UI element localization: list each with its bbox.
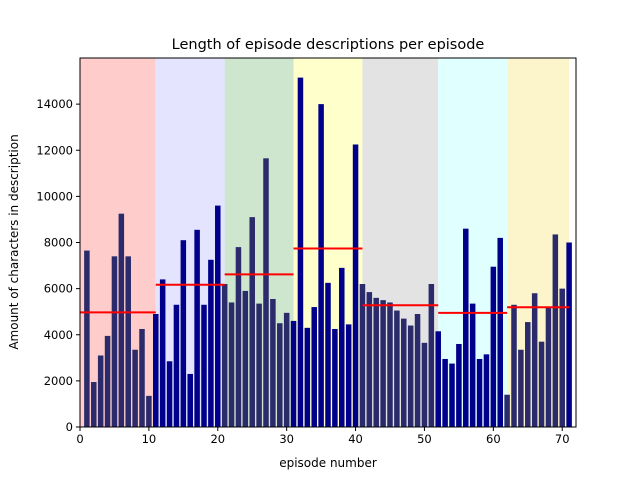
- bar: [352, 144, 359, 427]
- bar: [249, 217, 255, 427]
- bar: [146, 395, 152, 427]
- bar: [311, 307, 317, 427]
- bar: [339, 267, 345, 427]
- bar: [194, 229, 200, 427]
- bar: [84, 250, 90, 427]
- bar: [111, 256, 118, 427]
- bar: [97, 355, 104, 427]
- y-tick-label: 12000: [36, 143, 73, 157]
- bar: [504, 394, 510, 427]
- bar: [387, 302, 393, 427]
- y-tick-label: 8000: [44, 236, 73, 250]
- bar: [208, 259, 214, 427]
- y-tick-label: 10000: [36, 189, 73, 203]
- bar: [463, 228, 469, 427]
- bar: [559, 288, 565, 427]
- x-tick-label: 60: [486, 432, 501, 446]
- bar: [545, 307, 552, 427]
- bar: [483, 354, 490, 427]
- bar: [283, 312, 290, 427]
- bar: [552, 234, 559, 427]
- bar: [159, 279, 166, 427]
- bar: [242, 290, 249, 427]
- y-axis-ticks: 0 2000 4000 6000 8000 10000 12000 14000: [36, 97, 80, 434]
- x-tick-label: 50: [417, 432, 432, 446]
- bar: [270, 299, 276, 427]
- bar: [201, 304, 207, 427]
- bar: [566, 242, 572, 427]
- bar: [538, 341, 545, 427]
- x-tick-label: 0: [76, 432, 83, 446]
- bar: [139, 328, 145, 427]
- y-tick-label: 0: [66, 420, 73, 434]
- bar: [180, 240, 187, 427]
- bar: [518, 349, 524, 427]
- bar: [490, 266, 497, 427]
- y-tick-label: 6000: [44, 282, 73, 296]
- y-axis-label: Amount of characters in description: [7, 134, 21, 349]
- bar: [125, 256, 131, 427]
- bar: [256, 303, 262, 427]
- segment-band: [507, 58, 570, 427]
- bar: [435, 331, 441, 427]
- bar: [132, 349, 138, 427]
- bar: [414, 313, 421, 427]
- bar: [228, 302, 235, 427]
- bar: [166, 361, 173, 427]
- bar: [318, 104, 324, 427]
- bar: [332, 328, 338, 427]
- bar: [153, 313, 159, 427]
- bar: [442, 358, 448, 427]
- bar: [277, 323, 283, 427]
- bar: [118, 213, 125, 427]
- bar: [394, 310, 400, 427]
- x-tick-label: 40: [348, 432, 363, 446]
- bar: [359, 284, 366, 427]
- bar: [373, 297, 379, 427]
- bar: [297, 77, 304, 428]
- bar: [366, 292, 373, 427]
- segment-mean-lines: [80, 247, 570, 314]
- x-tick-label: 10: [142, 432, 157, 446]
- bar: [290, 320, 297, 427]
- bar: [511, 304, 517, 427]
- bar: [345, 324, 352, 427]
- bar: [428, 284, 435, 427]
- y-tick-label: 2000: [44, 374, 73, 388]
- bar: [421, 342, 428, 427]
- bar: [476, 358, 483, 427]
- bar: [173, 304, 180, 427]
- bar: [263, 158, 269, 427]
- segment-band: [155, 58, 225, 427]
- bar: [221, 284, 228, 427]
- bar: [456, 343, 462, 427]
- x-axis-label: episode number: [279, 456, 377, 470]
- bar: [304, 327, 311, 427]
- bar: [235, 247, 242, 427]
- bar: [380, 300, 386, 427]
- bar: [91, 382, 97, 427]
- x-axis-ticks: 0 10 20 30 40 50 60 70: [76, 427, 570, 446]
- bar: [104, 335, 111, 427]
- bar: [525, 322, 531, 427]
- bar: [325, 282, 331, 427]
- bar: [401, 318, 407, 427]
- bar-series: [84, 77, 572, 428]
- bar: [531, 293, 538, 427]
- bar: [449, 363, 455, 427]
- bar: [469, 303, 476, 427]
- bar: [215, 205, 221, 427]
- chart-title: Length of episode descriptions per episo…: [172, 37, 485, 53]
- x-tick-label: 20: [210, 432, 225, 446]
- x-tick-label: 30: [279, 432, 294, 446]
- y-tick-label: 4000: [44, 328, 73, 342]
- y-tick-label: 14000: [36, 97, 73, 111]
- x-tick-label: 70: [555, 432, 570, 446]
- bar: [497, 237, 503, 427]
- bar: [407, 325, 414, 427]
- bar: [187, 373, 193, 427]
